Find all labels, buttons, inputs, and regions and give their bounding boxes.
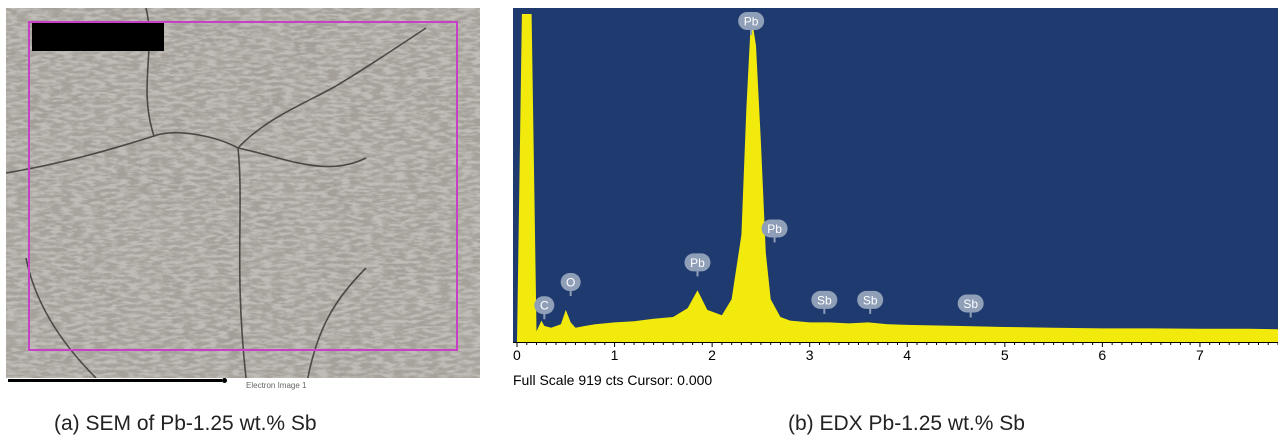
edx-spectrum-chart: 0 1 2 3 4 5 6 7 C O Pb Pb Pb Sb Sb Sb [513, 8, 1278, 363]
svg-text:Sb: Sb [963, 297, 978, 311]
peak-label: Sb [811, 290, 838, 314]
x-tick-label: 2 [708, 347, 716, 363]
svg-text:Sb: Sb [863, 293, 878, 307]
svg-text:Pb: Pb [690, 256, 705, 270]
x-tick-label: 5 [1001, 347, 1009, 363]
peak-label: C [534, 296, 555, 320]
svg-text:Pb: Pb [767, 222, 782, 236]
x-tick-label: 6 [1098, 347, 1106, 363]
peak-label: Sb [857, 290, 884, 314]
caption-a: (a) SEM of Pb-1.25 wt.% Sb [54, 412, 317, 435]
selection-rectangle [28, 21, 458, 351]
peak-label: Pb [684, 253, 711, 277]
status-readout: Full Scale 919 cts Cursor: 0.000 [513, 372, 713, 388]
sem-footer: Electron Image 1 [6, 378, 480, 394]
x-tick-label: 1 [611, 347, 619, 363]
sem-micrograph [6, 8, 480, 378]
x-tick-label: 4 [903, 347, 911, 363]
svg-text:Pb: Pb [744, 15, 759, 29]
peak-label: O [560, 273, 581, 297]
x-tick-label: 7 [1196, 347, 1204, 363]
peak-label: Sb [957, 294, 984, 318]
peak-label: Pb [738, 12, 765, 35]
image-label: Electron Image 1 [246, 381, 307, 390]
plot-background [513, 8, 1278, 342]
caption-b: (b) EDX Pb-1.25 wt.% Sb [788, 412, 1025, 435]
scale-bar [8, 379, 222, 382]
scale-marker [222, 378, 227, 383]
svg-text:O: O [566, 276, 575, 290]
peak-label: Pb [761, 219, 788, 243]
svg-text:Sb: Sb [817, 293, 832, 307]
edx-panel: 0 1 2 3 4 5 6 7 C O Pb Pb Pb Sb Sb Sb Full Scale 919 c… [513, 8, 1278, 394]
svg-text:C: C [540, 299, 549, 313]
redaction-block [32, 23, 164, 51]
x-tick-label: 0 [513, 347, 521, 363]
x-tick-label: 3 [806, 347, 814, 363]
sem-panel: Electron Image 1 [6, 8, 480, 394]
